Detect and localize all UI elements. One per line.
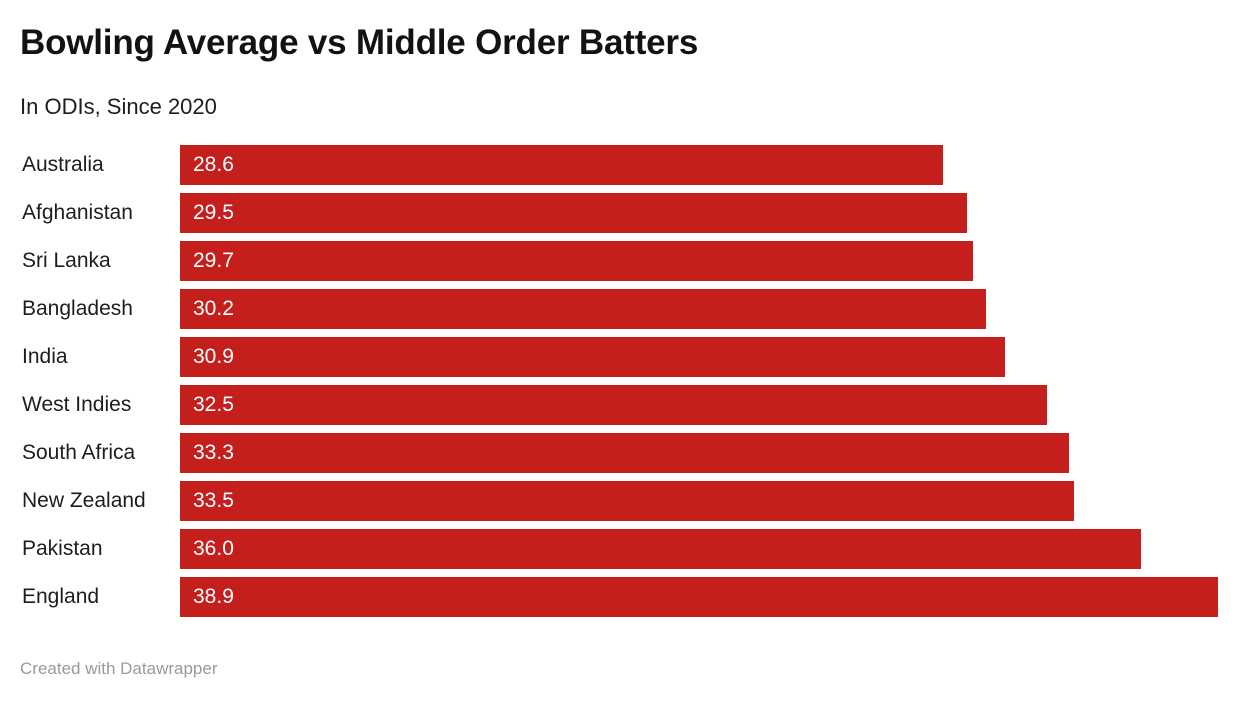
category-label: Afghanistan <box>22 200 133 224</box>
chart-row: South Africa 33.3 <box>20 429 1218 477</box>
bar-track: 36.0 <box>180 528 1218 569</box>
bar: 30.2 <box>180 288 986 329</box>
value-label: 28.6 <box>193 152 234 176</box>
value-label: 30.2 <box>193 296 234 320</box>
chart-row: Bangladesh 30.2 <box>20 285 1218 333</box>
bar: 33.5 <box>180 480 1074 521</box>
chart-row: Pakistan 36.0 <box>20 525 1218 573</box>
value-label: 29.5 <box>193 200 234 224</box>
category-label: West Indies <box>22 392 132 416</box>
bar: 36.0 <box>180 528 1141 569</box>
value-label: 29.7 <box>193 248 234 272</box>
value-label: 30.9 <box>193 344 234 368</box>
category-label: New Zealand <box>22 488 146 512</box>
value-label: 33.5 <box>193 488 234 512</box>
bar: 29.5 <box>180 192 968 233</box>
bar: 28.6 <box>180 144 944 185</box>
chart-row: India 30.9 <box>20 333 1218 381</box>
bar-track: 30.9 <box>180 336 1218 377</box>
bar-chart: Australia 28.6 Afghanistan 29.5 Sri Lanka 29.… <box>20 141 1218 621</box>
bar-track: 33.5 <box>180 480 1218 521</box>
bar: 32.5 <box>180 384 1048 425</box>
value-label: 32.5 <box>193 392 234 416</box>
chart-page: Bowling Average vs Middle Order Batters … <box>0 23 1240 702</box>
category-label: Bangladesh <box>22 296 133 320</box>
category-label: Australia <box>22 152 104 176</box>
chart-row: Sri Lanka 29.7 <box>20 237 1218 285</box>
chart-row: New Zealand 33.5 <box>20 477 1218 525</box>
bar: 38.9 <box>180 576 1218 617</box>
category-label: India <box>22 344 68 368</box>
value-label: 38.9 <box>193 584 234 608</box>
chart-row: England 38.9 <box>20 573 1218 621</box>
category-label: Pakistan <box>22 536 103 560</box>
bar-track: 30.2 <box>180 288 1218 329</box>
bar-track: 29.7 <box>180 240 1218 281</box>
bar: 30.9 <box>180 336 1005 377</box>
bar: 29.7 <box>180 240 973 281</box>
category-label: Sri Lanka <box>22 248 111 272</box>
bar-track: 33.3 <box>180 432 1218 473</box>
category-label: England <box>22 584 100 608</box>
category-label: South Africa <box>22 440 136 464</box>
bar-track: 29.5 <box>180 192 1218 233</box>
value-label: 36.0 <box>193 536 234 560</box>
chart-subtitle: In ODIs, Since 2020 <box>20 93 217 119</box>
value-label: 33.3 <box>193 440 234 464</box>
bar-track: 32.5 <box>180 384 1218 425</box>
chart-row: Afghanistan 29.5 <box>20 189 1218 237</box>
bar: 33.3 <box>180 432 1069 473</box>
bar-track: 28.6 <box>180 144 1218 185</box>
chart-row: Australia 28.6 <box>20 141 1218 189</box>
chart-row: West Indies 32.5 <box>20 381 1218 429</box>
bar-track: 38.9 <box>180 576 1218 617</box>
datawrapper-credit: Created with Datawrapper <box>20 658 218 678</box>
chart-title: Bowling Average vs Middle Order Batters <box>20 23 699 62</box>
